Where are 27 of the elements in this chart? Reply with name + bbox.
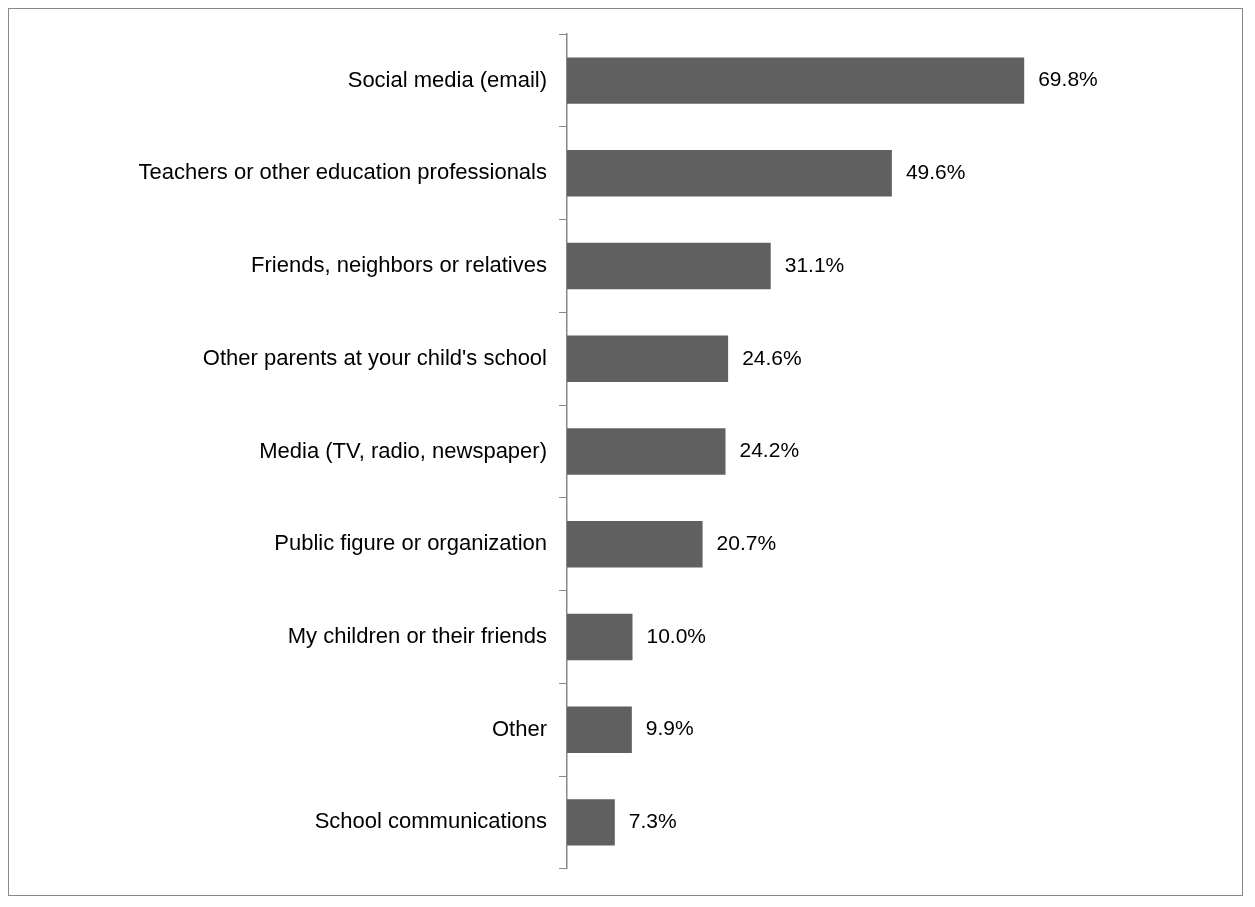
- data-label: 24.6%: [742, 345, 802, 369]
- bar: [567, 242, 771, 290]
- bar: [567, 799, 615, 846]
- y-tick-label: Friends, neighbors or relatives: [251, 252, 547, 278]
- data-label: 24.2%: [739, 438, 800, 462]
- y-tick-label: My children or their friends: [287, 623, 547, 649]
- y-tick-label: Other: [491, 715, 547, 741]
- bar: [567, 706, 632, 753]
- data-label: 20.7%: [716, 531, 777, 555]
- data-label: 49.6%: [905, 160, 966, 184]
- data-label: 10.0%: [646, 623, 707, 647]
- data-label: 9.9%: [645, 716, 694, 740]
- y-tick-label: Teachers or other education professionals: [138, 159, 547, 185]
- y-tick-label: Social media (email): [347, 66, 547, 92]
- data-label: 7.3%: [628, 809, 677, 833]
- y-tick-label: Other parents at your child's school: [202, 344, 547, 370]
- bar: [567, 335, 729, 382]
- bar: [567, 521, 703, 568]
- bar: [567, 428, 726, 475]
- y-tick-label: School communications: [314, 808, 547, 834]
- data-label: 69.8%: [1038, 67, 1098, 91]
- bar: [567, 150, 892, 197]
- bar: [567, 57, 1025, 104]
- y-tick-label: Media (TV, radio, newspaper): [259, 437, 547, 463]
- y-tick-label: Public figure or organization: [274, 530, 547, 556]
- bar: [567, 613, 633, 661]
- data-label: 31.1%: [784, 252, 845, 276]
